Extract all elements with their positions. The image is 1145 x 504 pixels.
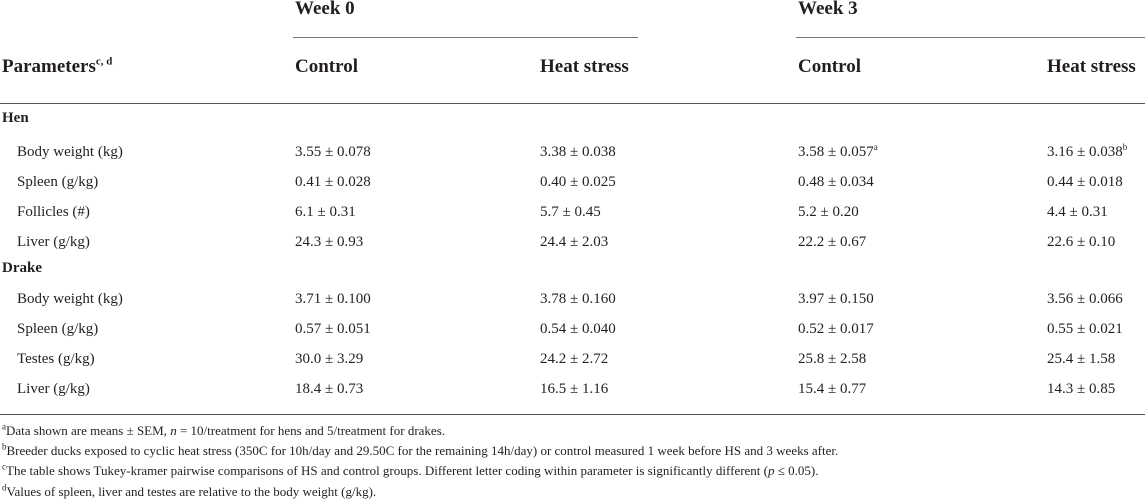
- table-cell: 30.0 ± 3.29: [295, 351, 364, 367]
- table-cell: 25.8 ± 2.58: [798, 351, 867, 367]
- section-label: Drake: [2, 260, 42, 276]
- table-cell: 3.97 ± 0.150: [798, 291, 874, 307]
- footnote-b: bBreeder ducks exposed to cyclic heat st…: [2, 441, 839, 458]
- table-cell: 3.38 ± 0.038: [540, 144, 616, 160]
- row-label: Liver (g/kg): [17, 234, 90, 250]
- table-cell: 18.4 ± 0.73: [295, 381, 364, 397]
- table-cell: 6.1 ± 0.31: [295, 204, 356, 220]
- table-cell: 25.4 ± 1.58: [1047, 351, 1116, 367]
- table-cell: 24.2 ± 2.72: [540, 351, 609, 367]
- week3-control-header: Control: [798, 56, 861, 77]
- row-label: Liver (g/kg): [17, 381, 90, 397]
- table-cell: 22.6 ± 0.10: [1047, 234, 1116, 250]
- footnote-a: aData shown are means ± SEM, n = 10/trea…: [2, 421, 446, 438]
- row-label: Body weight (kg): [17, 291, 123, 307]
- table-cell: 0.44 ± 0.018: [1047, 174, 1123, 190]
- week0-control-header: Control: [295, 56, 358, 77]
- table-cell: 16.5 ± 1.16: [540, 381, 609, 397]
- table-cell: 0.40 ± 0.025: [540, 174, 616, 190]
- table-cell: 3.16 ± 0.038b: [1047, 142, 1128, 161]
- row-label: Body weight (kg): [17, 144, 123, 160]
- table-cell: 24.4 ± 2.03: [540, 234, 609, 250]
- week0-header: Week 0: [295, 0, 355, 19]
- table-cell: 5.7 ± 0.45: [540, 204, 601, 220]
- table-cell: 0.41 ± 0.028: [295, 174, 371, 190]
- table-cell: 3.56 ± 0.066: [1047, 291, 1123, 307]
- table-cell: 0.48 ± 0.034: [798, 174, 874, 190]
- week0-heat-stress-header: Heat stress: [540, 56, 629, 77]
- week0-underline: [293, 37, 638, 38]
- row-label: Spleen (g/kg): [17, 174, 99, 190]
- table-cell: 24.3 ± 0.93: [295, 234, 364, 250]
- footnote-d: dValues of spleen, liver and testes are …: [2, 482, 377, 499]
- table-cell: 22.2 ± 0.67: [798, 234, 867, 250]
- row-label: Follicles (#): [17, 204, 90, 220]
- table-cell: 0.57 ± 0.051: [295, 321, 371, 337]
- week3-underline: [796, 37, 1145, 38]
- table-cell: 4.4 ± 0.31: [1047, 204, 1108, 220]
- table-cell: 3.71 ± 0.100: [295, 291, 371, 307]
- table-cell: 5.2 ± 0.20: [798, 204, 859, 220]
- row-label: Testes (g/kg): [17, 351, 95, 367]
- table-cell: 14.3 ± 0.85: [1047, 381, 1116, 397]
- header-rule: [0, 103, 1145, 104]
- row-label: Spleen (g/kg): [17, 321, 99, 337]
- bottom-rule: [0, 414, 1145, 415]
- table-cell: 15.4 ± 0.77: [798, 381, 867, 397]
- week3-heat-stress-header: Heat stress: [1047, 56, 1136, 77]
- section-label: Hen: [2, 110, 29, 126]
- week3-header: Week 3: [798, 0, 858, 19]
- table-cell: 0.54 ± 0.040: [540, 321, 616, 337]
- table-cell: 3.55 ± 0.078: [295, 144, 371, 160]
- parameters-header: Parametersc, d: [2, 55, 113, 77]
- table-cell: 3.78 ± 0.160: [540, 291, 616, 307]
- footnote-c: cThe table shows Tukey-kramer pairwise c…: [2, 461, 819, 478]
- table-cell: 0.52 ± 0.017: [798, 321, 874, 337]
- table-cell: 3.58 ± 0.057a: [798, 142, 878, 161]
- table-cell: 0.55 ± 0.021: [1047, 321, 1123, 337]
